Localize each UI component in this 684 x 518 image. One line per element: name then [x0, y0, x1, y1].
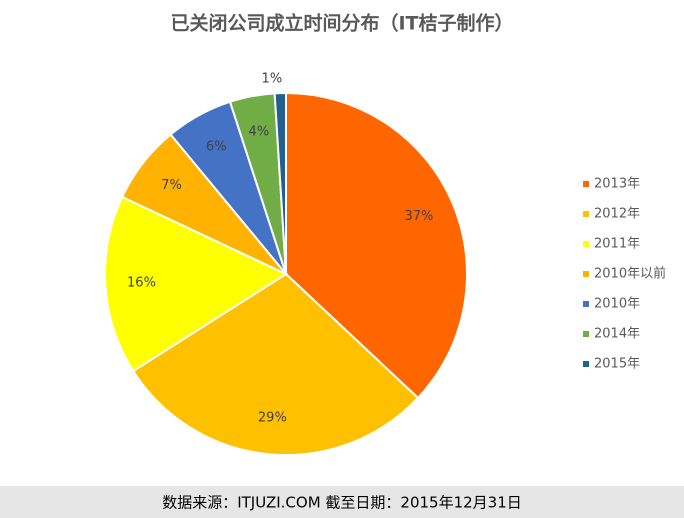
footer: 数据来源：ITJUZI.COM 截至日期：2015年12月31日 [162, 494, 522, 512]
legend-label: 2013年 [594, 177, 640, 192]
legend-swatch [583, 241, 589, 247]
data-label: 16% [127, 276, 156, 291]
footer-band [0, 486, 684, 518]
pie-slice [131, 272, 420, 456]
data-label: 29% [258, 411, 287, 426]
data-label: 7% [161, 178, 182, 193]
legend-swatch [583, 301, 589, 307]
legend-swatch [583, 331, 589, 337]
pie-slice [273, 91, 287, 275]
data-label: 6% [206, 140, 227, 155]
legend-swatch [583, 211, 589, 217]
legend-swatch [583, 361, 589, 367]
legend-label: 2011年 [594, 237, 640, 252]
chart-title: 已关闭公司成立时间分布（IT桔子制作） [170, 12, 513, 35]
legend-label: 2010年以前 [594, 266, 666, 282]
data-label: 4% [249, 124, 270, 139]
pie-slice [285, 91, 468, 400]
legend-swatch [583, 181, 589, 187]
pie-slice [104, 195, 289, 373]
legend-label: 2012年 [594, 207, 640, 222]
data-label: 1% [262, 72, 283, 87]
legend-swatch [583, 271, 589, 277]
legend-label: 2014年 [594, 327, 640, 342]
legend-label: 2010年 [594, 297, 640, 312]
data-label: 37% [404, 209, 433, 224]
legend-label: 2015年 [594, 357, 640, 372]
